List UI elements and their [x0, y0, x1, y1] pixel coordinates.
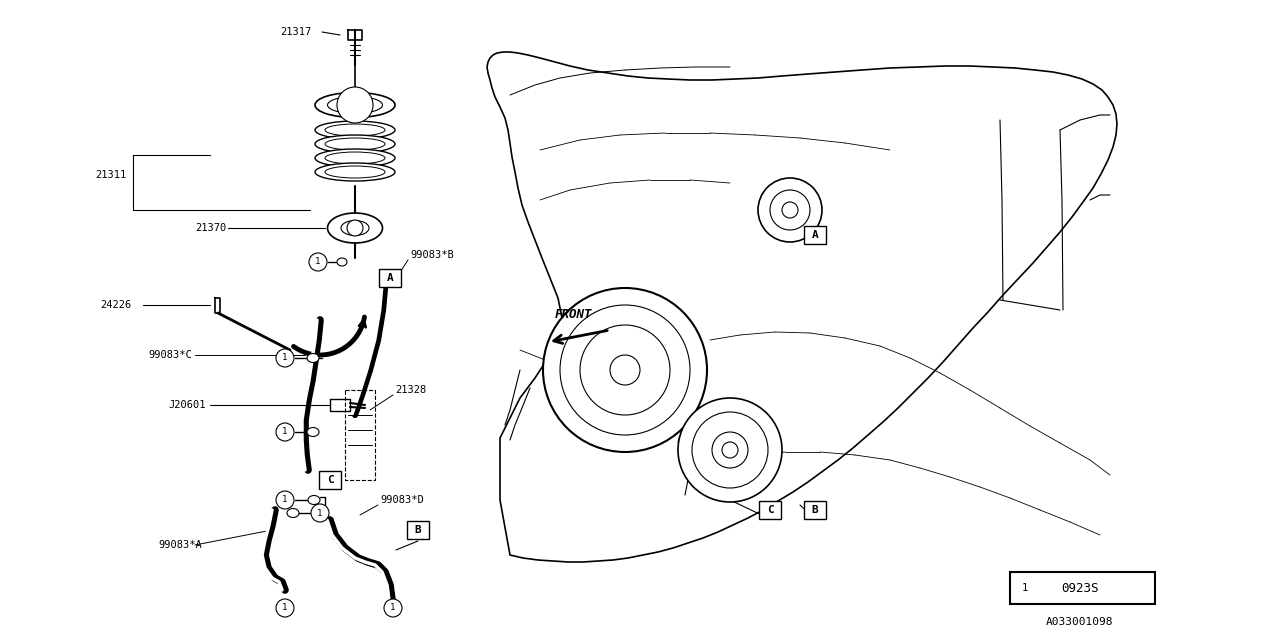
Text: 1: 1	[390, 604, 396, 612]
Ellipse shape	[315, 163, 396, 181]
Text: A: A	[812, 230, 818, 240]
Bar	[759, 501, 781, 519]
Bar	[346, 390, 375, 480]
Bar	[379, 269, 401, 287]
Ellipse shape	[307, 428, 319, 436]
Text: B: B	[812, 505, 818, 515]
Bar	[407, 521, 429, 539]
Text: A033001098: A033001098	[1046, 617, 1114, 627]
Text: J20601: J20601	[168, 400, 206, 410]
Ellipse shape	[337, 258, 347, 266]
Text: 1: 1	[315, 257, 321, 266]
Circle shape	[276, 491, 294, 509]
Ellipse shape	[328, 97, 383, 113]
Text: 1: 1	[317, 509, 323, 518]
Ellipse shape	[328, 213, 383, 243]
Polygon shape	[486, 52, 1117, 562]
Text: A: A	[387, 273, 393, 283]
Text: 21370: 21370	[195, 223, 227, 233]
Text: 21317: 21317	[280, 27, 311, 37]
Ellipse shape	[325, 124, 385, 136]
Circle shape	[758, 178, 822, 242]
Ellipse shape	[307, 353, 319, 362]
Circle shape	[580, 325, 669, 415]
Bar	[319, 471, 340, 489]
Ellipse shape	[308, 495, 320, 504]
Text: FRONT: FRONT	[556, 308, 593, 321]
Text: 1: 1	[283, 604, 288, 612]
Circle shape	[678, 398, 782, 502]
Circle shape	[276, 423, 294, 441]
Text: 99083*C: 99083*C	[148, 350, 192, 360]
Ellipse shape	[325, 152, 385, 164]
Text: 1: 1	[283, 353, 288, 362]
Text: B: B	[415, 525, 421, 535]
Bar	[804, 501, 826, 519]
Text: 21328: 21328	[396, 385, 426, 395]
Circle shape	[337, 87, 372, 123]
Circle shape	[311, 504, 329, 522]
Ellipse shape	[315, 121, 396, 139]
Circle shape	[722, 442, 739, 458]
Circle shape	[771, 190, 810, 230]
Circle shape	[1015, 578, 1036, 598]
Circle shape	[384, 599, 402, 617]
Text: C: C	[767, 505, 773, 515]
Circle shape	[692, 412, 768, 488]
Circle shape	[308, 253, 326, 271]
Circle shape	[276, 349, 294, 367]
Circle shape	[347, 220, 364, 236]
Circle shape	[276, 599, 294, 617]
Text: 21311: 21311	[95, 170, 127, 180]
Circle shape	[712, 432, 748, 468]
Ellipse shape	[315, 149, 396, 167]
Text: 1: 1	[1021, 583, 1028, 593]
Text: 1: 1	[283, 495, 288, 504]
Text: 0923S: 0923S	[1061, 582, 1098, 595]
Text: 99083*D: 99083*D	[380, 495, 424, 505]
Ellipse shape	[325, 138, 385, 150]
Circle shape	[543, 288, 707, 452]
Ellipse shape	[315, 93, 396, 118]
Circle shape	[782, 202, 797, 218]
Circle shape	[561, 305, 690, 435]
Text: C: C	[326, 475, 333, 485]
Text: 1: 1	[283, 428, 288, 436]
Bar	[1010, 572, 1155, 604]
Ellipse shape	[325, 166, 385, 178]
Ellipse shape	[287, 509, 300, 518]
Bar	[804, 226, 826, 244]
Text: 99083*B: 99083*B	[410, 250, 453, 260]
Circle shape	[611, 355, 640, 385]
Text: 24226: 24226	[100, 300, 132, 310]
Ellipse shape	[340, 221, 369, 236]
Text: 99083*A: 99083*A	[157, 540, 202, 550]
Ellipse shape	[315, 135, 396, 153]
